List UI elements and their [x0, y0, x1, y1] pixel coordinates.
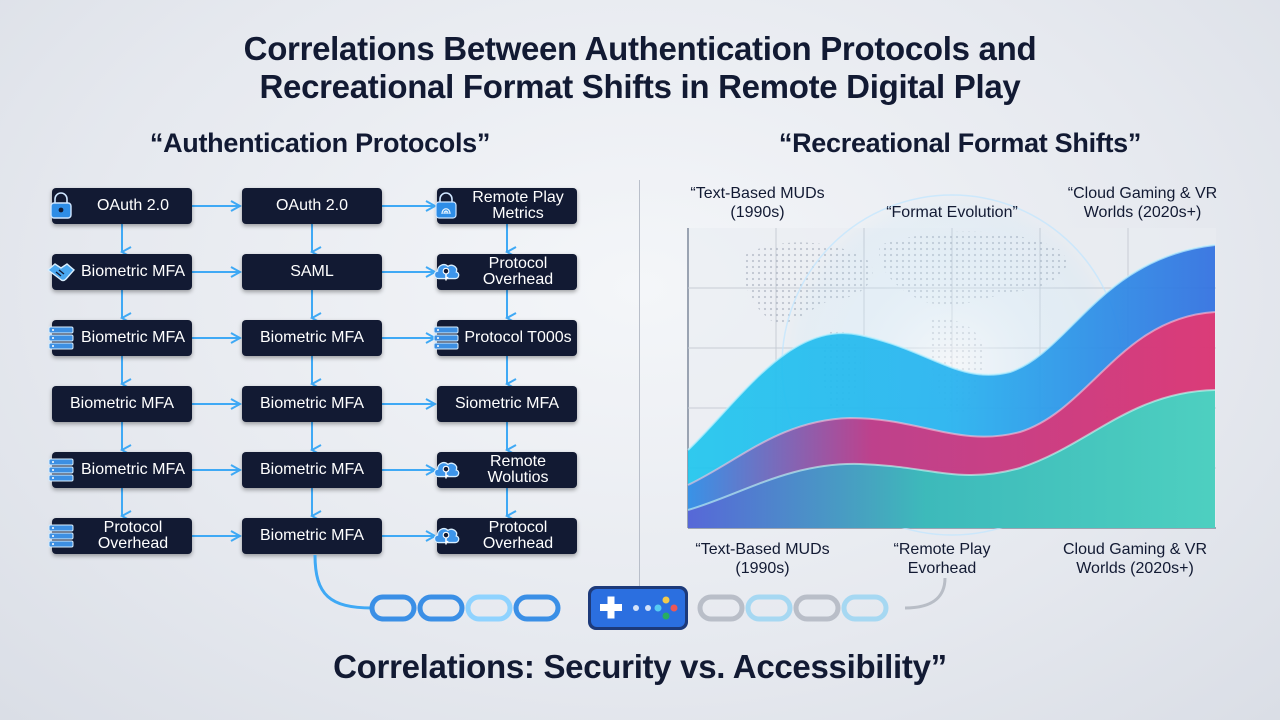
- flow-box-label: Biometric MFA: [80, 461, 185, 478]
- page-title: Correlations Between Authentication Prot…: [0, 30, 1280, 106]
- server-icon: [46, 455, 76, 485]
- chain-link: [841, 594, 889, 622]
- area-series-teal: [688, 390, 1215, 528]
- flow-box-label: Biometric MFA: [259, 461, 364, 478]
- chain-link: [513, 594, 561, 622]
- server-icon: [431, 323, 461, 353]
- chain-link: [697, 594, 745, 622]
- format-shifts-heading: “Recreational Format Shifts”: [778, 128, 1142, 158]
- auth-protocols-heading: “Authentication Protocols”: [149, 128, 491, 158]
- flow-box-label: OAuth 2.0: [275, 197, 349, 214]
- chart-label-top-left: “Text-Based MUDs (1990s): [690, 185, 825, 221]
- flow-box-label: Biometric MFA: [80, 329, 185, 346]
- chart-label-bottom-right: Cloud Gaming & VR Worlds (2020s+): [1062, 541, 1208, 577]
- flow-box-c2-r4: Biometric MFA: [242, 386, 382, 422]
- chain-link: [465, 594, 513, 622]
- flow-box-label: Protocol Overhead: [482, 255, 554, 288]
- flow-box-label: Remote Play Metrics: [472, 189, 564, 222]
- flow-box-label: SAML: [290, 263, 334, 280]
- server-icon: [46, 521, 76, 551]
- flow-box-c2-r1: OAuth 2.0: [242, 188, 382, 224]
- handshake-icon: [46, 257, 76, 287]
- flow-box-c2-r6: Biometric MFA: [242, 518, 382, 554]
- flow-box-label: OAuth 2.0: [96, 197, 170, 214]
- chart-label-top-right: “Cloud Gaming & VR Worlds (2020s+): [1067, 185, 1218, 221]
- flow-box-label: Biometric MFA: [69, 395, 174, 412]
- chart-label-bottom-left: “Text-Based MUDs (1990s): [695, 541, 830, 577]
- flow-box-label: Remote Wolutios: [487, 453, 549, 486]
- chart-label-bottom-center: “Remote Play Evorhead: [893, 541, 991, 577]
- flow-box-c2-r3: Biometric MFA: [242, 320, 382, 356]
- cloud-key-icon: [431, 455, 461, 485]
- gamepad-icon: [588, 586, 688, 630]
- flow-box-c3-r5: Remote Wolutios: [433, 452, 577, 488]
- chain-link: [793, 594, 841, 622]
- flow-box-c2-r5: Biometric MFA: [242, 452, 382, 488]
- flow-box-c3-r4: Siometric MFA: [437, 386, 577, 422]
- flow-box-c1-r2: Biometric MFA: [46, 254, 192, 290]
- flow-box-c1-r1: OAuth 2.0: [50, 188, 192, 224]
- flow-box-c1-r3: Biometric MFA: [48, 320, 192, 356]
- title-line-2: Recreational Format Shifts in Remote Dig…: [259, 68, 1021, 105]
- flow-box-c1-r6: Protocol Overhead: [48, 518, 192, 554]
- flow-box-label: Siometric MFA: [454, 395, 559, 412]
- padlock-icon: [46, 191, 76, 221]
- section-divider: [639, 180, 640, 600]
- chart-label-top-center: “Format Evolution”: [886, 204, 1018, 221]
- flow-box-c2-r2: SAML: [242, 254, 382, 290]
- flow-box-label: Protocol Overhead: [97, 519, 169, 552]
- flow-box-c1-r5: Biometric MFA: [48, 452, 192, 488]
- flow-box-label: Protocol Overhead: [482, 519, 554, 552]
- chain-connector: [313, 554, 947, 622]
- flow-box-label: Biometric MFA: [80, 263, 185, 280]
- title-line-1: Correlations Between Authentication Prot…: [243, 30, 1037, 67]
- chain-link: [369, 594, 417, 622]
- flow-box-c3-r3: Protocol T000s: [433, 320, 577, 356]
- flow-box-c3-r6: Protocol Overhead: [433, 518, 577, 554]
- flow-box-c3-r2: Protocol Overhead: [433, 254, 577, 290]
- flow-box-c1-r4: Biometric MFA: [52, 386, 192, 422]
- flow-box-label: Biometric MFA: [259, 527, 364, 544]
- fingerprint-icon: [431, 191, 461, 221]
- cloud-key-icon: [431, 521, 461, 551]
- server-icon: [46, 323, 76, 353]
- flow-box-label: Biometric MFA: [259, 329, 364, 346]
- footer-title: Correlations: Security vs. Accessibility…: [333, 648, 947, 685]
- flow-box-label: Protocol T000s: [464, 329, 572, 346]
- cloud-key-icon: [431, 257, 461, 287]
- flow-box-label: Biometric MFA: [259, 395, 364, 412]
- chain-link: [745, 594, 793, 622]
- chain-link: [417, 594, 465, 622]
- flow-box-c3-r1: Remote Play Metrics: [435, 188, 577, 224]
